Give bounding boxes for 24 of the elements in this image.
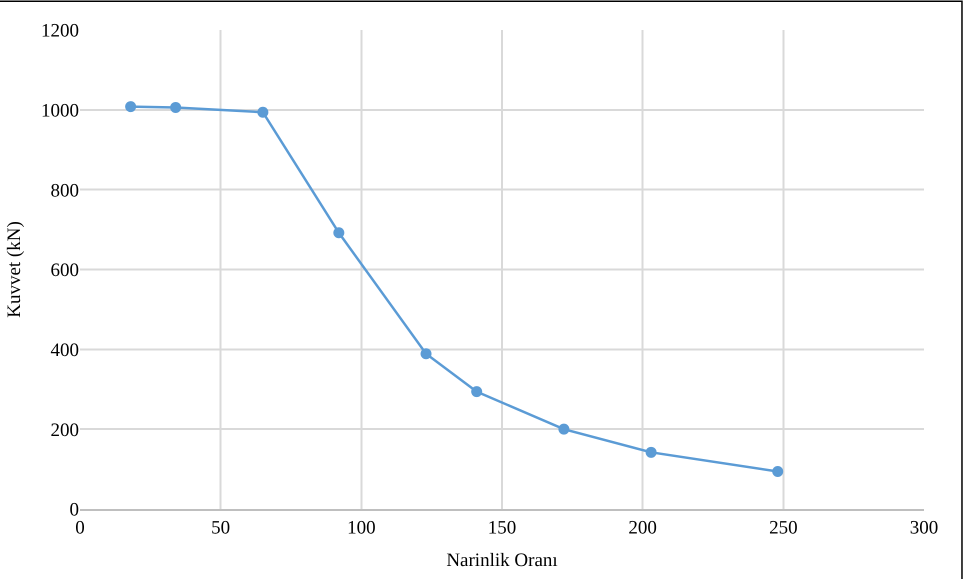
point: [170, 102, 182, 113]
y-tick-label: 600: [50, 260, 79, 282]
y-tick-label: 200: [50, 420, 79, 441]
x-tick-label: 50: [211, 518, 230, 539]
point: [420, 348, 432, 360]
point: [125, 101, 136, 112]
y-tick-label: 0: [70, 500, 79, 521]
point: [646, 446, 657, 458]
point: [333, 227, 344, 238]
x-tick-label: 250: [769, 518, 798, 539]
point: [772, 466, 784, 477]
x-tick-label: 150: [488, 518, 516, 539]
y-tick-label: 1000: [41, 100, 79, 122]
y-tick-label: 400: [50, 340, 79, 361]
x-tick-label: 200: [628, 518, 657, 539]
x-axis-title: Narinlik Oranı: [446, 550, 558, 571]
point: [257, 106, 268, 118]
x-tick-label: 300: [910, 518, 938, 539]
point: [471, 386, 482, 398]
y-tick-label: 1200: [41, 20, 79, 42]
x-tick-label: 100: [347, 518, 376, 539]
y-tick-label: 800: [50, 180, 79, 202]
y-axis-title: Kuvvet (kN): [4, 221, 25, 318]
point: [558, 424, 570, 435]
